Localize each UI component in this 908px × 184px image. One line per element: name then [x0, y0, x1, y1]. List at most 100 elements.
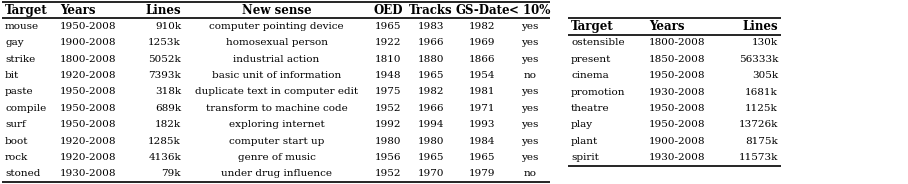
Text: 1920-2008: 1920-2008 — [60, 71, 116, 80]
Text: OED: OED — [373, 4, 403, 17]
Text: Lines: Lines — [743, 20, 778, 33]
Text: no: no — [524, 169, 537, 178]
Text: 1952: 1952 — [375, 104, 401, 113]
Text: 1920-2008: 1920-2008 — [60, 153, 116, 162]
Text: mouse: mouse — [5, 22, 39, 31]
Text: Lines: Lines — [145, 4, 181, 17]
Text: bit: bit — [5, 71, 19, 80]
Text: play: play — [571, 120, 593, 129]
Text: genre of music: genre of music — [238, 153, 315, 162]
Text: 1965: 1965 — [375, 22, 401, 31]
Text: 1950-2008: 1950-2008 — [60, 120, 116, 129]
Text: 1984: 1984 — [469, 137, 496, 146]
Text: 11573k: 11573k — [738, 153, 778, 162]
Text: ostensible: ostensible — [571, 38, 625, 47]
Text: 1950-2008: 1950-2008 — [60, 104, 116, 113]
Text: computer start up: computer start up — [229, 137, 324, 146]
Text: 5052k: 5052k — [148, 55, 181, 64]
Text: 7393k: 7393k — [148, 71, 181, 80]
Text: 1125k: 1125k — [745, 104, 778, 113]
Text: 1810: 1810 — [375, 55, 401, 64]
Text: 1930-2008: 1930-2008 — [60, 169, 116, 178]
Text: 1965: 1965 — [418, 153, 444, 162]
Text: GS-Date: GS-Date — [455, 4, 509, 17]
Text: Target: Target — [571, 20, 614, 33]
Text: 182k: 182k — [155, 120, 181, 129]
Text: 318k: 318k — [155, 88, 181, 96]
Text: 1982: 1982 — [418, 88, 444, 96]
Text: New sense: New sense — [242, 4, 311, 17]
Text: 1970: 1970 — [418, 169, 444, 178]
Text: basic unit of information: basic unit of information — [212, 71, 341, 80]
Text: boot: boot — [5, 137, 28, 146]
Text: 8175k: 8175k — [745, 137, 778, 146]
Text: yes: yes — [521, 38, 538, 47]
Text: rock: rock — [5, 153, 28, 162]
Text: 1994: 1994 — [418, 120, 444, 129]
Text: 4136k: 4136k — [148, 153, 181, 162]
Text: 1956: 1956 — [375, 153, 401, 162]
Text: Target: Target — [5, 4, 48, 17]
Text: strike: strike — [5, 55, 35, 64]
Text: yes: yes — [521, 120, 538, 129]
Text: compile: compile — [5, 104, 46, 113]
Text: 1971: 1971 — [469, 104, 496, 113]
Text: present: present — [571, 55, 611, 64]
Text: 56333k: 56333k — [738, 55, 778, 64]
Text: 1965: 1965 — [469, 153, 496, 162]
Text: 1850-2008: 1850-2008 — [649, 55, 706, 64]
Text: 1866: 1866 — [469, 55, 496, 64]
Text: 130k: 130k — [752, 38, 778, 47]
Text: 1982: 1982 — [469, 22, 496, 31]
Text: 1900-2008: 1900-2008 — [60, 38, 116, 47]
Text: 1952: 1952 — [375, 169, 401, 178]
Text: 1965: 1965 — [418, 71, 444, 80]
Text: 1900-2008: 1900-2008 — [649, 137, 706, 146]
Text: transform to machine code: transform to machine code — [205, 104, 348, 113]
Text: 1920-2008: 1920-2008 — [60, 137, 116, 146]
Text: 1285k: 1285k — [148, 137, 181, 146]
Text: yes: yes — [521, 137, 538, 146]
Text: gay: gay — [5, 38, 24, 47]
Text: yes: yes — [521, 88, 538, 96]
Text: 1950-2008: 1950-2008 — [649, 120, 706, 129]
Text: industrial action: industrial action — [233, 55, 320, 64]
Text: 1950-2008: 1950-2008 — [60, 22, 116, 31]
Text: 689k: 689k — [155, 104, 181, 113]
Text: 1948: 1948 — [375, 71, 401, 80]
Text: 1930-2008: 1930-2008 — [649, 88, 706, 96]
Text: paste: paste — [5, 88, 34, 96]
Text: 1681k: 1681k — [745, 88, 778, 96]
Text: 1966: 1966 — [418, 104, 444, 113]
Text: 1922: 1922 — [375, 38, 401, 47]
Text: 1253k: 1253k — [148, 38, 181, 47]
Text: duplicate text in computer edit: duplicate text in computer edit — [195, 88, 358, 96]
Text: cinema: cinema — [571, 71, 608, 80]
Text: yes: yes — [521, 55, 538, 64]
Text: 1880: 1880 — [418, 55, 444, 64]
Text: computer pointing device: computer pointing device — [209, 22, 344, 31]
Text: 1800-2008: 1800-2008 — [649, 38, 706, 47]
Text: stoned: stoned — [5, 169, 40, 178]
Text: 1950-2008: 1950-2008 — [60, 88, 116, 96]
Text: 13726k: 13726k — [738, 120, 778, 129]
Text: yes: yes — [521, 153, 538, 162]
Text: Years: Years — [649, 20, 685, 33]
Text: under drug influence: under drug influence — [221, 169, 332, 178]
Text: 79k: 79k — [162, 169, 181, 178]
Text: Years: Years — [60, 4, 95, 17]
Text: homosexual person: homosexual person — [225, 38, 328, 47]
Text: 1993: 1993 — [469, 120, 496, 129]
Text: 305k: 305k — [752, 71, 778, 80]
Text: yes: yes — [521, 22, 538, 31]
Text: 1980: 1980 — [418, 137, 444, 146]
Text: 1969: 1969 — [469, 38, 496, 47]
Text: 1930-2008: 1930-2008 — [649, 153, 706, 162]
Text: 1966: 1966 — [418, 38, 444, 47]
Text: yes: yes — [521, 104, 538, 113]
Text: plant: plant — [571, 137, 598, 146]
Text: < 10%: < 10% — [509, 4, 550, 17]
Text: 1979: 1979 — [469, 169, 496, 178]
Text: 910k: 910k — [155, 22, 181, 31]
Text: Tracks: Tracks — [410, 4, 453, 17]
